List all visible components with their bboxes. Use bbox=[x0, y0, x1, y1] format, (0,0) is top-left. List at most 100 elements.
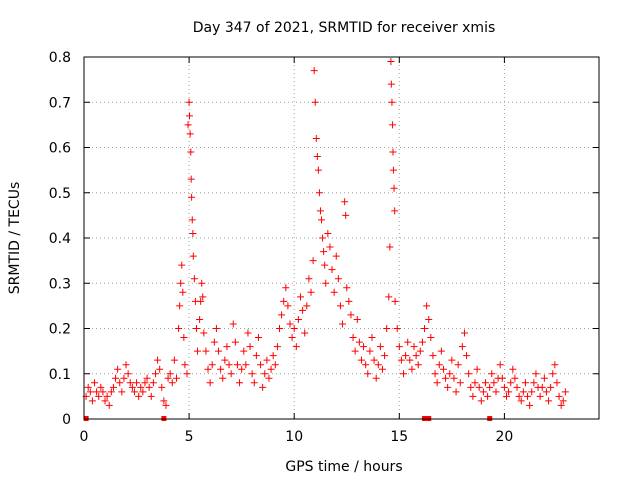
axis-ticks bbox=[83, 56, 599, 420]
data-point bbox=[305, 275, 313, 283]
data-point bbox=[227, 370, 235, 378]
data-point bbox=[551, 361, 559, 369]
data-point bbox=[528, 388, 536, 396]
x-axis-title: GPS time / hours bbox=[285, 459, 402, 475]
data-point bbox=[259, 383, 267, 391]
data-point bbox=[374, 361, 382, 369]
data-point bbox=[542, 388, 550, 396]
data-point bbox=[559, 397, 567, 405]
data-point bbox=[149, 379, 157, 387]
data-point bbox=[395, 343, 403, 351]
data-point bbox=[496, 361, 504, 369]
data-point bbox=[332, 252, 340, 260]
data-point bbox=[84, 383, 92, 391]
data-point bbox=[190, 275, 198, 283]
data-point bbox=[186, 112, 194, 120]
data-point bbox=[450, 374, 458, 382]
data-point bbox=[416, 347, 424, 355]
y-tick-label: 0.5 bbox=[49, 186, 71, 202]
data-point bbox=[320, 248, 328, 256]
data-point bbox=[397, 356, 405, 364]
data-point bbox=[360, 343, 368, 351]
data-point bbox=[388, 98, 396, 106]
data-point bbox=[503, 392, 511, 400]
data-point bbox=[452, 388, 460, 396]
data-point bbox=[162, 401, 170, 409]
data-point bbox=[515, 392, 523, 400]
data-point bbox=[158, 383, 166, 391]
data-point bbox=[252, 352, 260, 360]
data-point bbox=[465, 370, 473, 378]
data-point bbox=[498, 374, 506, 382]
data-point bbox=[179, 288, 187, 296]
data-point bbox=[312, 134, 320, 142]
data-point bbox=[479, 388, 487, 396]
data-point bbox=[280, 297, 288, 305]
data-point bbox=[199, 293, 207, 301]
data-point bbox=[378, 365, 386, 373]
data-point bbox=[240, 347, 248, 355]
data-point bbox=[427, 334, 435, 342]
data-point bbox=[456, 379, 464, 387]
data-point bbox=[248, 370, 256, 378]
data-point bbox=[273, 343, 281, 351]
data-point bbox=[553, 379, 561, 387]
y-tick-label: 0.1 bbox=[49, 367, 71, 383]
data-point bbox=[170, 356, 178, 364]
data-point bbox=[93, 388, 101, 396]
data-point bbox=[88, 397, 96, 405]
data-point bbox=[160, 397, 168, 405]
y-tick-label: 0.6 bbox=[49, 141, 71, 157]
data-point bbox=[215, 347, 223, 355]
data-point bbox=[242, 361, 250, 369]
data-point bbox=[418, 338, 426, 346]
data-point bbox=[316, 207, 324, 215]
data-point bbox=[538, 383, 546, 391]
data-point bbox=[244, 329, 252, 337]
data-point bbox=[477, 397, 485, 405]
data-point bbox=[275, 325, 283, 332]
data-point bbox=[366, 347, 374, 355]
data-point bbox=[322, 279, 330, 287]
data-point bbox=[180, 334, 188, 342]
data-point bbox=[339, 320, 347, 328]
data-point bbox=[254, 334, 262, 342]
data-point bbox=[91, 379, 99, 387]
data-point bbox=[168, 379, 176, 387]
data-point bbox=[310, 67, 318, 75]
data-point bbox=[299, 306, 307, 314]
data-point bbox=[122, 361, 130, 369]
data-point bbox=[107, 388, 115, 396]
data-point bbox=[194, 347, 202, 355]
data-point bbox=[393, 325, 401, 332]
data-point bbox=[184, 121, 192, 129]
data-point bbox=[105, 401, 113, 409]
data-point bbox=[176, 302, 184, 310]
data-point bbox=[294, 315, 302, 323]
data-point bbox=[391, 207, 399, 215]
data-point bbox=[120, 374, 128, 382]
data-point bbox=[315, 189, 323, 197]
data-point bbox=[141, 379, 149, 387]
data-point bbox=[507, 379, 515, 387]
data-point bbox=[221, 356, 229, 364]
data-point bbox=[386, 243, 394, 251]
data-point bbox=[196, 315, 204, 323]
data-point bbox=[406, 356, 414, 364]
data-point bbox=[391, 297, 399, 305]
data-point bbox=[517, 397, 525, 405]
data-point bbox=[210, 338, 218, 346]
y-tick-label: 0.8 bbox=[49, 50, 71, 66]
data-point bbox=[139, 388, 147, 396]
data-point bbox=[442, 374, 450, 382]
x-tick-label: 15 bbox=[390, 429, 408, 445]
data-point bbox=[561, 388, 569, 396]
data-point bbox=[189, 252, 197, 260]
data-point bbox=[509, 365, 517, 373]
data-point bbox=[532, 370, 540, 378]
data-point bbox=[362, 361, 370, 369]
data-points bbox=[82, 58, 569, 409]
y-tick-label: 0.2 bbox=[49, 322, 71, 338]
y-tick-labels: 0 0.1 0.2 0.3 0.4 0.5 0.6 0.7 0.8 bbox=[49, 50, 71, 428]
data-point bbox=[355, 338, 363, 346]
